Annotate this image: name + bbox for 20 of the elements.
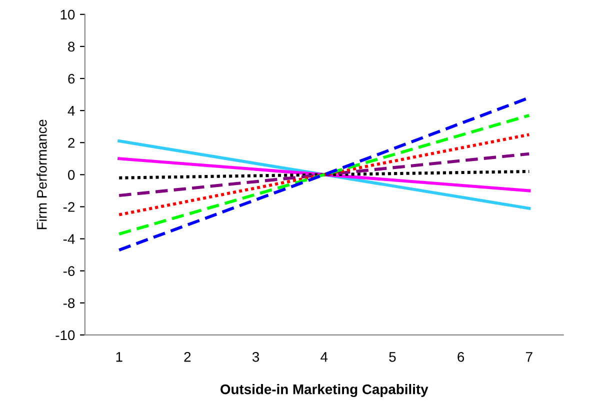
y-tick-label: 4 (68, 106, 75, 116)
y-tick-label: 10 (60, 10, 75, 20)
x-tick-label: 3 (252, 352, 260, 362)
y-tick-label: 2 (68, 138, 74, 148)
y-tick-label: -10 (56, 330, 75, 340)
y-tick-label: 6 (68, 74, 75, 84)
y-tick-label: -2 (63, 202, 74, 212)
y-tick-label: -6 (63, 266, 75, 276)
x-tick-label: 4 (320, 352, 328, 362)
x-tick-label: 7 (526, 352, 532, 362)
x-tick-label: 1 (116, 352, 122, 362)
y-tick-label: -4 (63, 234, 75, 244)
x-tick-label: 6 (458, 352, 464, 362)
x-tick-label: 5 (389, 352, 396, 362)
y-tick-label: -8 (63, 298, 75, 308)
y-tick-label: 0 (68, 170, 75, 180)
y-axis-title: Firm Performance (36, 120, 47, 230)
x-tick-label: 2 (184, 352, 191, 362)
y-tick-label: 8 (68, 42, 75, 52)
x-axis-title: Outside-in Marketing Capability (220, 384, 428, 398)
